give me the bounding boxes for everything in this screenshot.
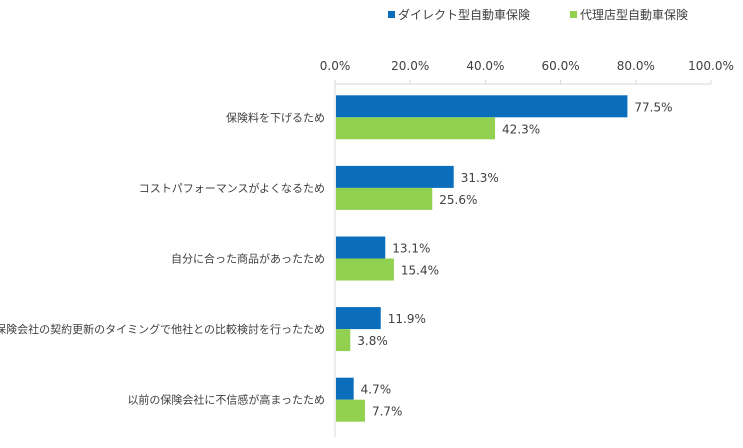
bar-agency xyxy=(336,329,351,352)
bars: 保険料を下げるため 77.5% 42.3% コストパフォーマンスがよくなるため 31.3… xyxy=(0,95,673,422)
bar-agency xyxy=(336,399,365,422)
bar-direct xyxy=(336,236,386,259)
bar-direct xyxy=(336,307,381,330)
x-tick-label: 100.0% xyxy=(688,59,734,73)
category-label: 保険料を下げるため xyxy=(226,110,325,124)
bar-agency xyxy=(336,187,433,210)
data-label: 25.6% xyxy=(439,193,477,207)
data-label: 77.5% xyxy=(634,100,672,114)
legend-label-0: ダイレクト型自動車保険 xyxy=(398,7,530,22)
bar-agency xyxy=(336,258,394,281)
legend-swatch-0 xyxy=(388,11,395,18)
category-label: 自分に合った商品があったため xyxy=(171,252,325,266)
x-tick-label: 40.0% xyxy=(466,59,504,73)
bar-agency xyxy=(336,117,496,140)
x-tick-label: 0.0% xyxy=(320,59,351,73)
data-label: 7.7% xyxy=(372,405,403,419)
category-label: 以前の保険会社に不信感が高まったため xyxy=(127,393,325,407)
bar-direct xyxy=(336,165,454,188)
data-label: 15.4% xyxy=(401,264,439,278)
legend: ダイレクト型自動車保険 代理店型自動車保険 xyxy=(388,7,688,22)
bar-direct xyxy=(336,377,354,400)
category-label: 保険会社の契約更新のタイミングで他社との比較検討を行ったため xyxy=(0,322,325,336)
data-label: 3.8% xyxy=(357,334,388,348)
data-label: 11.9% xyxy=(388,312,426,326)
data-label: 4.7% xyxy=(361,383,392,397)
data-label: 42.3% xyxy=(502,122,540,136)
x-tick-label: 80.0% xyxy=(617,59,655,73)
category-label: コストパフォーマンスがよくなるため xyxy=(139,181,325,195)
bar-direct xyxy=(336,95,628,118)
x-tick-label: 60.0% xyxy=(542,59,580,73)
data-label: 13.1% xyxy=(392,242,430,256)
x-tick-label: 20.0% xyxy=(391,59,429,73)
legend-swatch-1 xyxy=(570,11,577,18)
x-axis: 0.0% 20.0% 40.0% 60.0% 80.0% 100.0% xyxy=(320,59,734,437)
legend-label-1: 代理店型自動車保険 xyxy=(580,8,688,22)
data-label: 31.3% xyxy=(461,171,499,185)
